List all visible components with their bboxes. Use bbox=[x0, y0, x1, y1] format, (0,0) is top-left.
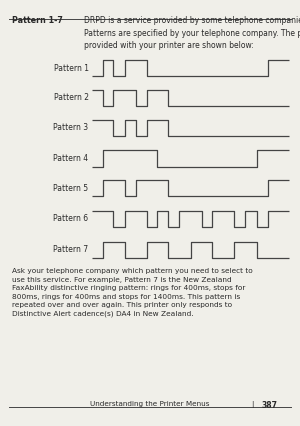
Text: Pattern 1-7: Pattern 1-7 bbox=[12, 16, 63, 25]
Text: Pattern 4: Pattern 4 bbox=[53, 154, 88, 163]
Text: Understanding the Printer Menus: Understanding the Printer Menus bbox=[90, 401, 210, 407]
Text: Pattern 7: Pattern 7 bbox=[53, 245, 88, 254]
Text: Pattern 1: Pattern 1 bbox=[53, 63, 88, 73]
Text: |: | bbox=[251, 401, 253, 408]
Text: DRPD is a service provided by some telephone companies. DRPD
Patterns are specif: DRPD is a service provided by some telep… bbox=[84, 16, 300, 50]
Text: Pattern 3: Pattern 3 bbox=[53, 123, 88, 132]
Text: Pattern 6: Pattern 6 bbox=[53, 214, 88, 224]
Text: 387: 387 bbox=[262, 401, 278, 410]
Text: Pattern 5: Pattern 5 bbox=[53, 184, 88, 193]
Text: Pattern 2: Pattern 2 bbox=[53, 93, 88, 103]
Text: Ask your telephone company which pattern you need to select to
use this service.: Ask your telephone company which pattern… bbox=[12, 268, 253, 317]
